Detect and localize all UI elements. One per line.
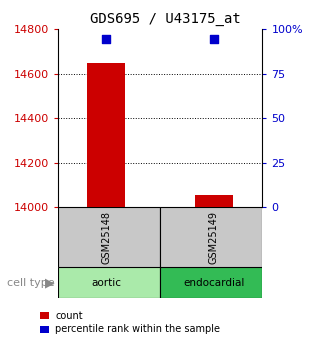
Text: GSM25148: GSM25148 [101,211,111,264]
Text: count: count [55,311,83,321]
Bar [195,195,233,207]
Text: cell type: cell type [7,278,54,288]
Text: aortic: aortic [91,278,121,288]
Text: ▶: ▶ [45,276,54,289]
Bar [58,207,160,267]
Text: GSM25149: GSM25149 [209,211,219,264]
Point [104,37,109,42]
Text: endocardial: endocardial [183,278,245,288]
Text: percentile rank within the sample: percentile rank within the sample [55,325,220,334]
Bar [160,207,262,267]
Bar [58,267,160,298]
Text: GDS695 / U43175_at: GDS695 / U43175_at [90,12,240,26]
Bar [160,267,262,298]
Point [211,37,216,42]
Bar [87,63,125,207]
